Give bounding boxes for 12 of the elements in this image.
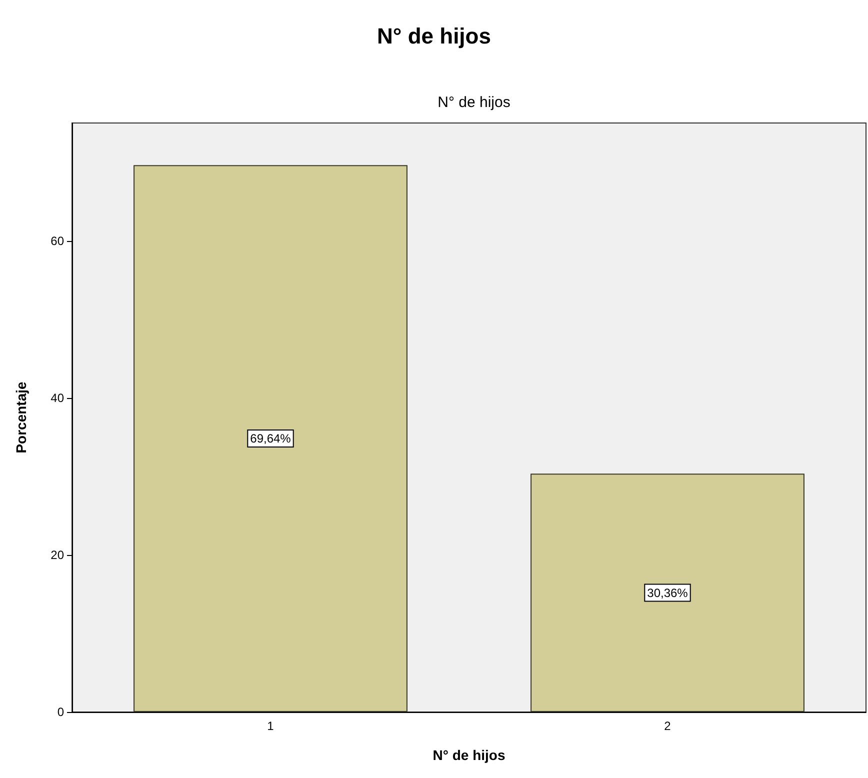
y-axis-title: Porcentaje <box>13 381 29 454</box>
x-tick-label: 2 <box>664 719 672 733</box>
y-tick-label: 40 <box>50 390 64 405</box>
y-tick-label: 20 <box>50 548 64 562</box>
data-label: 69,64% <box>250 432 292 446</box>
y-tick-label: 0 <box>57 705 64 719</box>
data-label: 30,36% <box>647 586 688 600</box>
chart-subtitle: N° de hijos <box>438 94 510 111</box>
y-tick-label: 60 <box>50 234 64 248</box>
x-axis-title: N° de hijos <box>432 747 506 763</box>
chart-title: N° de hijos <box>377 24 491 48</box>
x-tick-label: 1 <box>267 719 274 733</box>
